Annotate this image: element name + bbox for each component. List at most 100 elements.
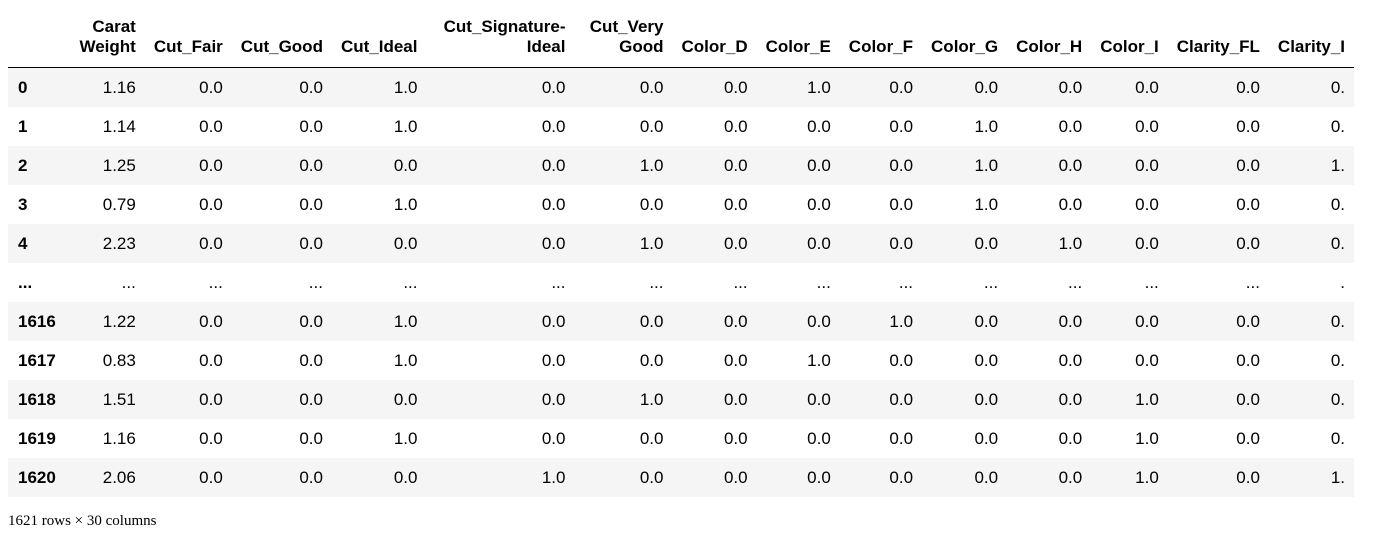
- table-cell: 0.0: [757, 380, 840, 419]
- table-cell: 0.0: [145, 224, 232, 263]
- table-cell: 0.0: [922, 224, 1007, 263]
- table-cell: 0.0: [1007, 146, 1091, 185]
- table-cell: 1.0: [332, 68, 427, 108]
- table-cell: 0.0: [332, 146, 427, 185]
- table-cell: 0.0: [757, 419, 840, 458]
- table-cell: 1.0: [574, 224, 672, 263]
- table-cell: 0.0: [922, 458, 1007, 497]
- table-cell: 0.0: [232, 107, 332, 146]
- table-row: ........................................…: [8, 263, 1354, 302]
- column-header: Clarity_I: [1269, 8, 1354, 68]
- table-cell: 0.0: [1007, 341, 1091, 380]
- table-cell: 1.14: [65, 107, 145, 146]
- table-cell: 1.0: [332, 419, 427, 458]
- table-cell: 0.0: [1091, 302, 1168, 341]
- table-cell: 0.: [1269, 224, 1354, 263]
- table-cell: 0.0: [757, 302, 840, 341]
- table-cell: 0.0: [672, 341, 756, 380]
- row-index: 1: [8, 107, 65, 146]
- column-header: Color_D: [672, 8, 756, 68]
- table-cell: 1.0: [1091, 380, 1168, 419]
- row-index: 1620: [8, 458, 65, 497]
- table-cell: 0.0: [672, 68, 756, 108]
- table-cell: 0.0: [145, 185, 232, 224]
- table-cell: 1.0: [1091, 458, 1168, 497]
- table-cell: 0.0: [757, 185, 840, 224]
- table-cell: 0.0: [232, 380, 332, 419]
- table-cell: ...: [757, 263, 840, 302]
- table-cell: 0.0: [922, 380, 1007, 419]
- table-cell: 0.0: [1168, 107, 1269, 146]
- column-header: Cut_Good: [232, 8, 332, 68]
- table-cell: 0.: [1269, 68, 1354, 108]
- table-cell: 0.0: [426, 302, 574, 341]
- table-cell: 1.0: [332, 107, 427, 146]
- table-row: 3 0.79 0.0 0.0 1.0 0.0 0.0 0.0 0.0 0.0 1.0 0.0 0.0 0.…: [8, 185, 1354, 224]
- table-cell: 0.0: [1007, 419, 1091, 458]
- table-cell: ...: [232, 263, 332, 302]
- table-cell: 0.0: [1007, 185, 1091, 224]
- table-cell: 0.0: [145, 341, 232, 380]
- table-cell: 1.0: [1091, 419, 1168, 458]
- table-cell: 0.: [1269, 185, 1354, 224]
- table-cell: 0.0: [145, 146, 232, 185]
- table-cell: ...: [1007, 263, 1091, 302]
- table-cell: 0.0: [1168, 302, 1269, 341]
- table-cell: 1.0: [1007, 224, 1091, 263]
- table-cell: 1.0: [574, 146, 672, 185]
- row-index: 0: [8, 68, 65, 108]
- table-cell: ...: [1168, 263, 1269, 302]
- table-header: Carat Weight Cut_Fair Cut_Good Cut_Ideal Cut…: [8, 8, 1354, 68]
- table-cell: 1.0: [332, 341, 427, 380]
- table-cell: 0.0: [1168, 458, 1269, 497]
- table-cell: 0.0: [232, 146, 332, 185]
- table-cell: 0.0: [1007, 107, 1091, 146]
- table-cell: 0.0: [672, 458, 756, 497]
- table-row: 1616 1.22 0.0 0.0 1.0 0.0 0.0 0.0 0.0 1.0 0.0 0.0 0.…: [8, 302, 1354, 341]
- table-cell: 1.0: [922, 107, 1007, 146]
- table-cell: 0.0: [1007, 458, 1091, 497]
- table-cell: 1.: [1269, 146, 1354, 185]
- table-cell: ...: [426, 263, 574, 302]
- table-cell: 0.0: [145, 380, 232, 419]
- table-cell: 1.: [1269, 458, 1354, 497]
- table-cell: ...: [922, 263, 1007, 302]
- table-cell: 1.22: [65, 302, 145, 341]
- shape-summary: 1621 rows × 30 columns: [8, 513, 156, 530]
- row-index: 1616: [8, 302, 65, 341]
- table-cell: 0.0: [332, 224, 427, 263]
- row-index: 1618: [8, 380, 65, 419]
- table-cell: 0.0: [672, 224, 756, 263]
- column-header: Cut_Fair: [145, 8, 232, 68]
- table-cell: 0.0: [145, 302, 232, 341]
- table-row: 4 2.23 0.0 0.0 0.0 0.0 1.0 0.0 0.0 0.0 0.0 1.0 0.0 0.…: [8, 224, 1354, 263]
- table-cell: 0.0: [332, 458, 427, 497]
- table-cell: 0.0: [145, 107, 232, 146]
- table-cell: 0.0: [922, 341, 1007, 380]
- table-row: 1617 0.83 0.0 0.0 1.0 0.0 0.0 0.0 1.0 0.0 0.0 0.0 0.…: [8, 341, 1354, 380]
- table-cell: 0.79: [65, 185, 145, 224]
- table-cell: 2.06: [65, 458, 145, 497]
- table-cell: 0.0: [232, 68, 332, 108]
- column-header: Cut_Ideal: [332, 8, 427, 68]
- table-cell: 0.: [1269, 380, 1354, 419]
- table-cell: 0.0: [757, 458, 840, 497]
- table-cell: 0.0: [232, 458, 332, 497]
- column-header: Color_F: [840, 8, 922, 68]
- table-cell: 0.0: [232, 302, 332, 341]
- table-cell: ...: [332, 263, 427, 302]
- row-index: ...: [8, 263, 65, 302]
- index-header: [8, 8, 65, 68]
- table-cell: 0.83: [65, 341, 145, 380]
- table-cell: 0.0: [757, 146, 840, 185]
- table-cell: 0.0: [145, 458, 232, 497]
- dataframe-table: Carat Weight Cut_Fair Cut_Good Cut_Ideal Cut…: [8, 8, 1354, 497]
- table-cell: 1.16: [65, 68, 145, 108]
- table-cell: 1.0: [332, 302, 427, 341]
- table-cell: 0.0: [840, 380, 922, 419]
- table-cell: 1.0: [332, 185, 427, 224]
- column-header: Cut_Signature-Ideal: [426, 8, 574, 68]
- table-cell: 0.0: [1007, 68, 1091, 108]
- dataframe-output: Carat Weight Cut_Fair Cut_Good Cut_Ideal Cut…: [8, 8, 1400, 538]
- table-cell: 0.: [1269, 302, 1354, 341]
